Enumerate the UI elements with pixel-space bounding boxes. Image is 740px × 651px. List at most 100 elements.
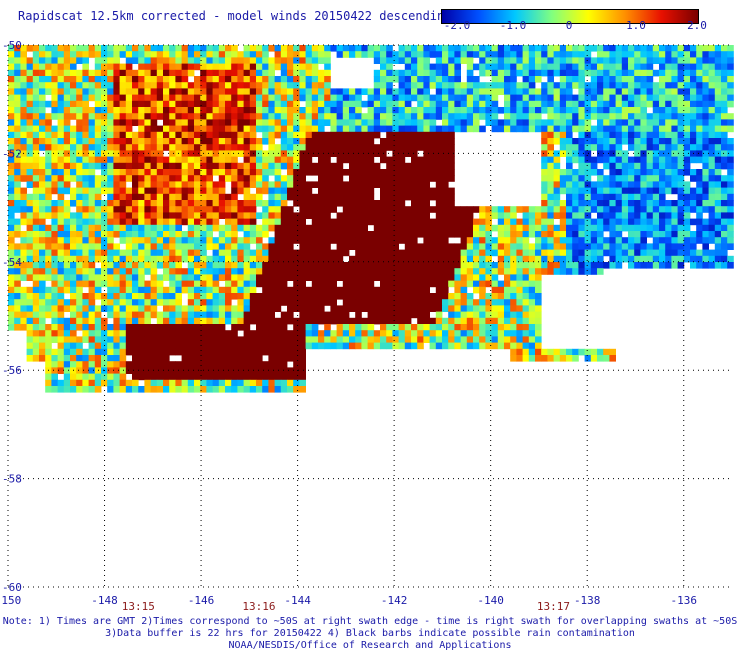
field-cell xyxy=(287,70,294,77)
field-cell xyxy=(113,188,120,195)
field-cell xyxy=(467,101,474,108)
field-cell xyxy=(523,45,530,52)
field-cell xyxy=(523,101,530,108)
field-cell xyxy=(293,330,300,337)
field-cell xyxy=(492,299,499,306)
field-cell xyxy=(448,194,455,201)
field-cell xyxy=(572,188,579,195)
field-cell xyxy=(70,113,77,120)
field-cell xyxy=(715,262,722,269)
field-cell xyxy=(709,169,716,176)
field-cell xyxy=(727,200,734,207)
field-cell xyxy=(175,76,182,83)
field-cell xyxy=(516,206,523,213)
field-cell xyxy=(430,293,437,300)
field-cell xyxy=(256,274,263,281)
field-cell xyxy=(126,324,133,331)
field-cell xyxy=(120,250,127,257)
field-cell xyxy=(268,150,275,157)
field-cell xyxy=(368,113,375,120)
field-cell xyxy=(640,51,647,58)
field-cell xyxy=(182,101,189,108)
field-cell xyxy=(368,243,375,250)
field-cell xyxy=(454,312,461,319)
field-cell xyxy=(355,250,362,257)
field-cell xyxy=(312,287,319,294)
field-cell xyxy=(702,206,709,213)
field-cell xyxy=(337,287,344,294)
field-cell xyxy=(225,237,232,244)
field-cell xyxy=(231,119,238,126)
field-cell xyxy=(175,312,182,319)
field-cell xyxy=(299,82,306,89)
field-cell xyxy=(144,157,151,164)
field-cell xyxy=(349,268,356,275)
field-cell xyxy=(715,95,722,102)
field-cell xyxy=(281,268,288,275)
field-cell xyxy=(523,225,530,232)
field-cell xyxy=(622,119,629,126)
field-cell xyxy=(231,194,238,201)
field-cell xyxy=(591,206,598,213)
field-cell xyxy=(411,200,418,207)
field-cell xyxy=(721,181,728,188)
field-cell xyxy=(219,324,226,331)
field-cell xyxy=(324,200,331,207)
field-cell xyxy=(225,212,232,219)
field-cell xyxy=(640,181,647,188)
field-cell xyxy=(715,219,722,226)
field-cell xyxy=(89,256,96,263)
field-cell xyxy=(479,88,486,95)
field-cell xyxy=(268,76,275,83)
field-cell xyxy=(82,231,89,238)
field-cell xyxy=(95,194,102,201)
field-cell xyxy=(529,343,536,350)
field-cell xyxy=(33,324,40,331)
field-cell xyxy=(715,181,722,188)
field-cell xyxy=(386,274,393,281)
field-cell xyxy=(634,243,641,250)
field-cell xyxy=(113,132,120,139)
field-cell xyxy=(535,268,542,275)
field-cell xyxy=(151,138,158,145)
field-cell xyxy=(653,181,660,188)
field-cell xyxy=(163,138,170,145)
field-cell xyxy=(516,262,523,269)
field-cell xyxy=(529,287,536,294)
field-cell xyxy=(244,312,251,319)
field-cell xyxy=(436,169,443,176)
field-cell xyxy=(95,132,102,139)
field-cell xyxy=(628,76,635,83)
field-cell xyxy=(107,101,114,108)
field-cell xyxy=(423,200,430,207)
field-cell xyxy=(250,281,257,288)
field-cell xyxy=(386,126,393,133)
field-cell xyxy=(461,88,468,95)
field-cell xyxy=(616,188,623,195)
field-cell xyxy=(709,45,716,52)
field-cell xyxy=(194,287,201,294)
field-cell xyxy=(516,126,523,133)
field-cell xyxy=(20,212,27,219)
field-cell xyxy=(237,181,244,188)
field-cell xyxy=(151,76,158,83)
field-cell xyxy=(58,243,65,250)
field-cell xyxy=(591,101,598,108)
field-cell xyxy=(58,250,65,257)
field-cell xyxy=(306,312,313,319)
field-cell xyxy=(349,119,356,126)
field-cell xyxy=(194,312,201,319)
field-cell xyxy=(306,163,313,170)
field-cell xyxy=(33,88,40,95)
field-cell xyxy=(535,250,542,257)
field-cell xyxy=(82,57,89,64)
field-cell xyxy=(411,138,418,145)
field-cell xyxy=(690,250,697,257)
field-cell xyxy=(436,175,443,182)
field-cell xyxy=(14,200,21,207)
field-cell xyxy=(306,45,313,52)
field-cell xyxy=(188,64,195,71)
field-cell xyxy=(492,250,499,257)
field-cell xyxy=(647,206,654,213)
field-cell xyxy=(318,237,325,244)
